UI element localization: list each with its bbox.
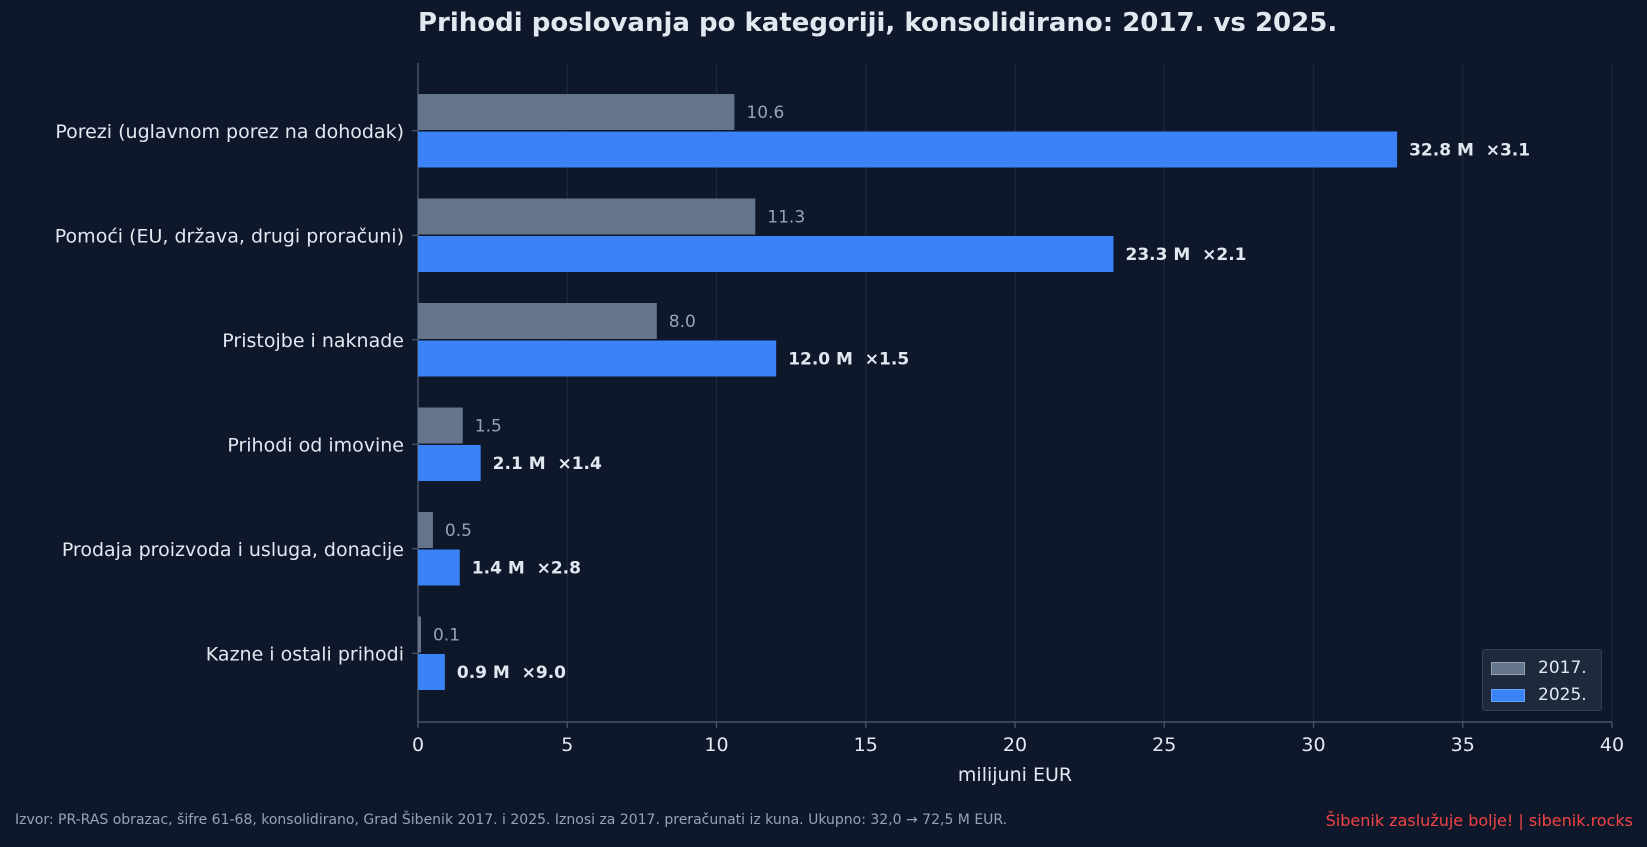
legend-label-2025: 2025. bbox=[1538, 685, 1587, 705]
x-tick-label: 25 bbox=[1152, 734, 1176, 756]
category-label: Pristojbe i naknade bbox=[222, 330, 404, 352]
data-label-2017: 8.0 bbox=[669, 312, 696, 332]
bar-2017 bbox=[418, 303, 657, 339]
x-tick-label: 5 bbox=[561, 734, 573, 756]
data-label-2017: 0.5 bbox=[445, 521, 472, 541]
x-tick-label: 15 bbox=[854, 734, 878, 756]
legend-item-2017: 2017. bbox=[1491, 658, 1587, 678]
x-axis-label: milijuni EUR bbox=[958, 764, 1072, 786]
bar-2017 bbox=[418, 512, 433, 548]
data-label-2017: 0.1 bbox=[433, 626, 460, 646]
bar-2017 bbox=[418, 94, 735, 130]
data-label-2017: 10.6 bbox=[746, 103, 784, 123]
legend-swatch-2017 bbox=[1491, 661, 1525, 675]
bar-2025 bbox=[418, 549, 460, 586]
bar-2025 bbox=[418, 445, 481, 481]
category-label: Prodaja proizvoda i usluga, donacije bbox=[62, 539, 404, 561]
x-tick-label: 10 bbox=[704, 734, 728, 756]
bar-2017 bbox=[418, 407, 463, 444]
data-label-2025: 0.9 M ×9.0 bbox=[457, 663, 566, 683]
data-label-2025: 32.8 M ×3.1 bbox=[1409, 141, 1530, 161]
bar-2025 bbox=[418, 654, 445, 690]
bar-2025 bbox=[418, 131, 1398, 168]
data-label-2025: 1.4 M ×2.8 bbox=[472, 559, 581, 579]
brand-note: Šibenik zaslužuje bolje! | sibenik.rocks bbox=[1325, 811, 1633, 830]
bar-2017 bbox=[418, 616, 421, 653]
legend: 2017. 2025. bbox=[1482, 649, 1602, 711]
data-label-2017: 1.5 bbox=[475, 417, 502, 437]
legend-label-2017: 2017. bbox=[1538, 658, 1587, 678]
data-label-2025: 23.3 M ×2.1 bbox=[1126, 245, 1247, 265]
category-label: Pomoći (EU, država, drugi proračuni) bbox=[55, 225, 404, 247]
legend-swatch-2025 bbox=[1491, 688, 1525, 702]
x-tick-label: 30 bbox=[1301, 734, 1325, 756]
category-label: Prihodi od imovine bbox=[227, 434, 404, 456]
x-tick-label: 20 bbox=[1003, 734, 1027, 756]
category-label: Porezi (uglavnom porez na dohodak) bbox=[55, 121, 404, 143]
bar-2017 bbox=[418, 198, 756, 235]
legend-item-2025: 2025. bbox=[1491, 685, 1587, 705]
x-tick-label: 35 bbox=[1451, 734, 1475, 756]
data-label-2025: 2.1 M ×1.4 bbox=[493, 454, 602, 474]
data-label-2017: 11.3 bbox=[767, 208, 805, 228]
x-tick-label: 40 bbox=[1600, 734, 1624, 756]
data-label-2025: 12.0 M ×1.5 bbox=[788, 350, 909, 370]
category-label: Kazne i ostali prihodi bbox=[206, 643, 404, 665]
source-note: Izvor: PR-RAS obrazac, šifre 61-68, kons… bbox=[15, 812, 1008, 828]
bar-2025 bbox=[418, 340, 777, 377]
x-tick-label: 0 bbox=[412, 734, 424, 756]
chart-title: Prihodi poslovanja po kategoriji, konsol… bbox=[418, 8, 1338, 38]
bar-2025 bbox=[418, 236, 1114, 272]
